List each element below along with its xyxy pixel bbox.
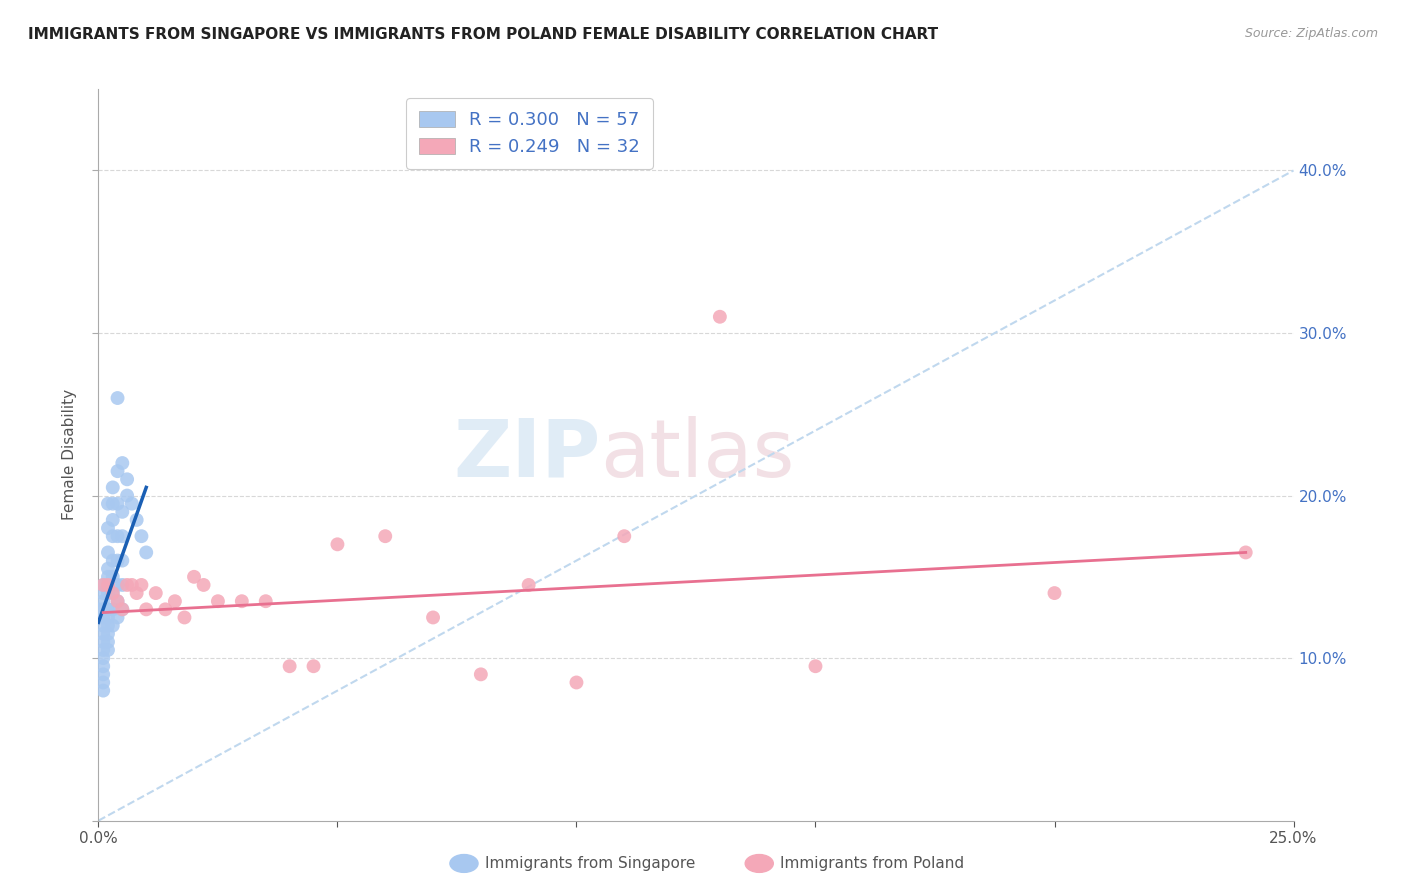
Point [107, 578, 129, 592]
Point [97, 521, 120, 535]
Point [1234, 545, 1257, 559]
Point [107, 610, 129, 624]
Point [101, 529, 124, 543]
Point [97, 618, 120, 632]
Point [135, 602, 157, 616]
Point [97, 635, 120, 649]
Point [91, 578, 114, 592]
Point [101, 602, 124, 616]
Point [101, 586, 124, 600]
Point [97, 610, 120, 624]
Point [97, 578, 120, 592]
Point [107, 594, 129, 608]
Point [278, 659, 301, 673]
Point [125, 513, 148, 527]
Point [107, 497, 129, 511]
Point [326, 537, 349, 551]
Point [111, 505, 134, 519]
Point [91, 667, 114, 681]
Point [121, 578, 143, 592]
Point [91, 578, 114, 592]
Point [91, 626, 114, 640]
Point [193, 578, 215, 592]
Point [135, 545, 157, 559]
Circle shape [745, 855, 773, 872]
Point [173, 610, 195, 624]
Point [115, 578, 138, 592]
Point [111, 578, 134, 592]
Text: Immigrants from Poland: Immigrants from Poland [780, 856, 965, 871]
Point [101, 513, 124, 527]
Point [804, 659, 827, 673]
Point [1043, 586, 1066, 600]
Text: IMMIGRANTS FROM SINGAPORE VS IMMIGRANTS FROM POLAND FEMALE DISABILITY CORRELATIO: IMMIGRANTS FROM SINGAPORE VS IMMIGRANTS … [28, 27, 938, 42]
Point [155, 602, 177, 616]
Point [91, 635, 114, 649]
Point [91, 643, 114, 657]
Point [111, 529, 134, 543]
Point [565, 675, 588, 690]
Point [97, 497, 120, 511]
Point [254, 594, 277, 608]
Point [91, 610, 114, 624]
Point [517, 578, 540, 592]
Point [87, 610, 110, 624]
Point [97, 586, 120, 600]
Point [470, 667, 492, 681]
Point [107, 594, 129, 608]
Point [183, 570, 205, 584]
Point [207, 594, 229, 608]
Point [97, 602, 120, 616]
Point [163, 594, 186, 608]
Point [101, 570, 124, 584]
Point [97, 643, 120, 657]
Point [111, 602, 134, 616]
Point [101, 497, 124, 511]
Point [131, 529, 153, 543]
Circle shape [450, 855, 478, 872]
Point [145, 586, 167, 600]
Point [101, 480, 124, 494]
Point [97, 545, 120, 559]
Point [115, 489, 138, 503]
Point [91, 651, 114, 665]
Point [121, 497, 143, 511]
Point [101, 553, 124, 567]
Point [97, 562, 120, 576]
Legend: R = 0.300   N = 57, R = 0.249   N = 32: R = 0.300 N = 57, R = 0.249 N = 32 [406, 98, 652, 169]
Point [302, 659, 325, 673]
Point [107, 464, 129, 478]
Point [107, 529, 129, 543]
Point [422, 610, 444, 624]
Point [231, 594, 253, 608]
Point [111, 456, 134, 470]
Point [111, 602, 134, 616]
Point [91, 618, 114, 632]
Point [101, 618, 124, 632]
Text: atlas: atlas [600, 416, 794, 494]
Point [91, 683, 114, 698]
Point [91, 659, 114, 673]
Point [115, 472, 138, 486]
Point [107, 391, 129, 405]
Point [374, 529, 396, 543]
Text: ZIP: ZIP [453, 416, 600, 494]
Point [107, 553, 129, 567]
Text: Immigrants from Singapore: Immigrants from Singapore [485, 856, 696, 871]
Point [125, 586, 148, 600]
Point [91, 594, 114, 608]
Point [131, 578, 153, 592]
Y-axis label: Female Disability: Female Disability [62, 389, 77, 521]
Point [101, 586, 124, 600]
Point [91, 602, 114, 616]
Point [613, 529, 636, 543]
Text: Source: ZipAtlas.com: Source: ZipAtlas.com [1244, 27, 1378, 40]
Point [97, 570, 120, 584]
Point [97, 626, 120, 640]
Point [91, 586, 114, 600]
Point [111, 553, 134, 567]
Point [91, 675, 114, 690]
Point [709, 310, 731, 324]
Point [87, 602, 110, 616]
